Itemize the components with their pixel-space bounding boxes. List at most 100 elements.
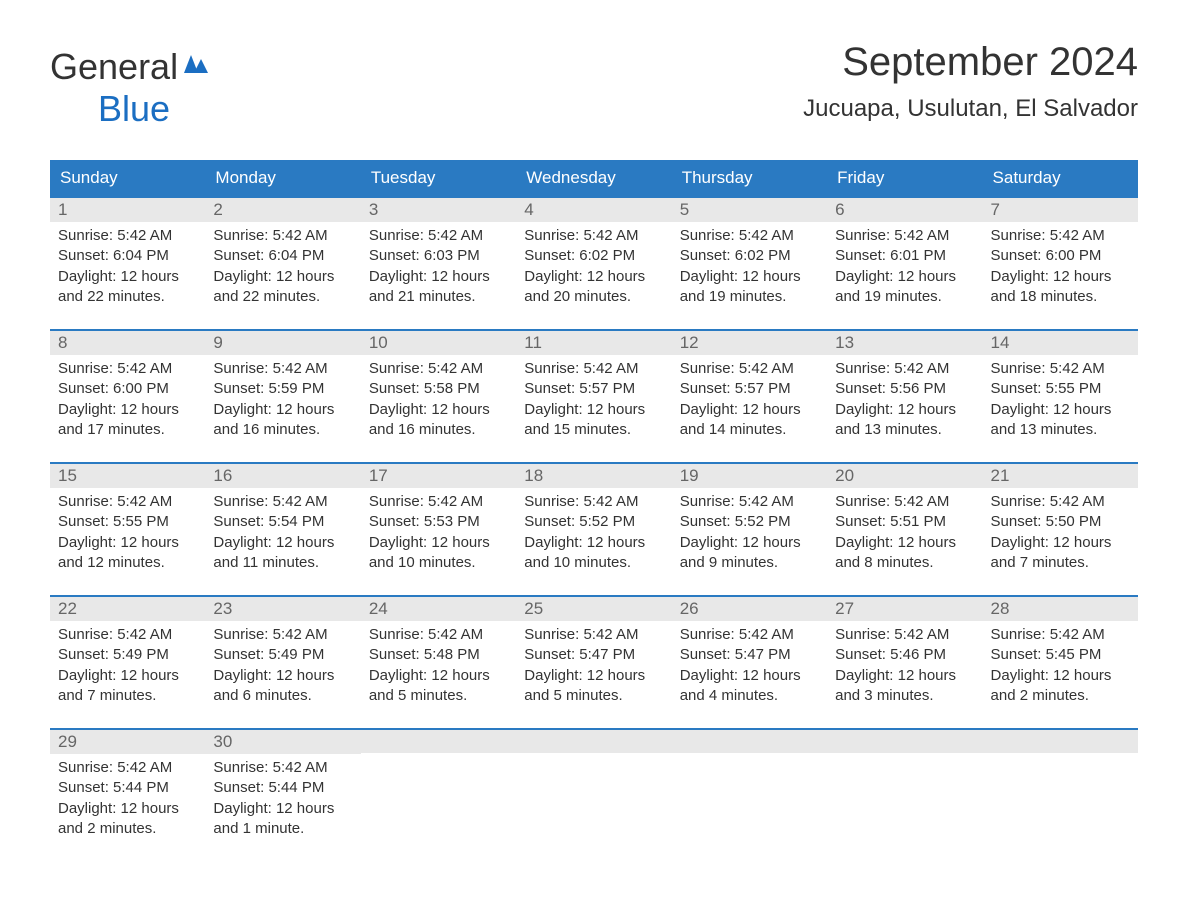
daylight-text-2: and 19 minutes. [835,287,974,307]
sunrise-text: Sunrise: 5:42 AM [835,226,974,246]
day-content: Sunrise: 5:42 AMSunset: 5:58 PMDaylight:… [361,355,516,444]
day-number: 2 [205,198,360,222]
daylight-text-1: Daylight: 12 hours [835,267,974,287]
daylight-text-2: and 7 minutes. [58,686,197,706]
sunrise-text: Sunrise: 5:42 AM [991,226,1130,246]
day-cell [983,730,1138,843]
day-number: 13 [827,331,982,355]
daylight-text-1: Daylight: 12 hours [58,400,197,420]
day-number [516,730,671,753]
daylight-text-1: Daylight: 12 hours [835,400,974,420]
day-cell [361,730,516,843]
daylight-text-2: and 20 minutes. [524,287,663,307]
day-cell: 24Sunrise: 5:42 AMSunset: 5:48 PMDayligh… [361,597,516,710]
daylight-text-2: and 18 minutes. [991,287,1130,307]
day-cell: 15Sunrise: 5:42 AMSunset: 5:55 PMDayligh… [50,464,205,577]
daylight-text-1: Daylight: 12 hours [991,533,1130,553]
sunrise-text: Sunrise: 5:42 AM [369,226,508,246]
day-number: 10 [361,331,516,355]
daylight-text-1: Daylight: 12 hours [369,533,508,553]
logo-general-text: General [50,46,178,87]
daylight-text-1: Daylight: 12 hours [680,267,819,287]
day-number: 14 [983,331,1138,355]
day-number: 28 [983,597,1138,621]
day-content: Sunrise: 5:42 AMSunset: 5:57 PMDaylight:… [672,355,827,444]
daylight-text-1: Daylight: 12 hours [524,666,663,686]
day-cell: 10Sunrise: 5:42 AMSunset: 5:58 PMDayligh… [361,331,516,444]
sunrise-text: Sunrise: 5:42 AM [58,625,197,645]
day-cell: 6Sunrise: 5:42 AMSunset: 6:01 PMDaylight… [827,198,982,311]
week-row: 22Sunrise: 5:42 AMSunset: 5:49 PMDayligh… [50,595,1138,710]
daylight-text-2: and 22 minutes. [58,287,197,307]
daylight-text-2: and 3 minutes. [835,686,974,706]
sunrise-text: Sunrise: 5:42 AM [524,226,663,246]
day-content: Sunrise: 5:42 AMSunset: 5:44 PMDaylight:… [205,754,360,843]
day-number [361,730,516,753]
calendar: Sunday Monday Tuesday Wednesday Thursday… [50,160,1138,843]
title-block: September 2024 Jucuapa, Usulutan, El Sal… [803,40,1138,123]
daylight-text-1: Daylight: 12 hours [680,400,819,420]
week-row: 29Sunrise: 5:42 AMSunset: 5:44 PMDayligh… [50,728,1138,843]
weekday-header: Friday [827,160,982,196]
daylight-text-1: Daylight: 12 hours [991,400,1130,420]
daylight-text-1: Daylight: 12 hours [680,666,819,686]
day-number: 4 [516,198,671,222]
day-content: Sunrise: 5:42 AMSunset: 5:47 PMDaylight:… [516,621,671,710]
daylight-text-1: Daylight: 12 hours [835,533,974,553]
daylight-text-2: and 2 minutes. [991,686,1130,706]
daylight-text-2: and 4 minutes. [680,686,819,706]
sunset-text: Sunset: 5:49 PM [213,645,352,665]
location: Jucuapa, Usulutan, El Salvador [803,95,1138,123]
day-number: 30 [205,730,360,754]
sunrise-text: Sunrise: 5:42 AM [58,492,197,512]
day-content: Sunrise: 5:42 AMSunset: 5:56 PMDaylight:… [827,355,982,444]
day-number: 6 [827,198,982,222]
day-number: 19 [672,464,827,488]
day-number [827,730,982,753]
day-number: 18 [516,464,671,488]
logo-blue-text: Blue [98,88,170,129]
weekday-header: Wednesday [516,160,671,196]
sunset-text: Sunset: 5:55 PM [58,512,197,532]
weekday-header: Sunday [50,160,205,196]
day-number [672,730,827,753]
sunset-text: Sunset: 5:44 PM [58,778,197,798]
day-number: 9 [205,331,360,355]
daylight-text-2: and 16 minutes. [213,420,352,440]
daylight-text-2: and 6 minutes. [213,686,352,706]
daylight-text-1: Daylight: 12 hours [213,799,352,819]
logo: General Blue [50,40,212,130]
day-content: Sunrise: 5:42 AMSunset: 6:04 PMDaylight:… [205,222,360,311]
daylight-text-1: Daylight: 12 hours [369,267,508,287]
daylight-text-1: Daylight: 12 hours [58,533,197,553]
daylight-text-2: and 2 minutes. [58,819,197,839]
weekday-header: Tuesday [361,160,516,196]
day-content: Sunrise: 5:42 AMSunset: 5:57 PMDaylight:… [516,355,671,444]
day-number: 21 [983,464,1138,488]
day-number: 24 [361,597,516,621]
day-content: Sunrise: 5:42 AMSunset: 5:49 PMDaylight:… [50,621,205,710]
day-cell: 17Sunrise: 5:42 AMSunset: 5:53 PMDayligh… [361,464,516,577]
day-cell: 11Sunrise: 5:42 AMSunset: 5:57 PMDayligh… [516,331,671,444]
sunset-text: Sunset: 5:57 PM [680,379,819,399]
daylight-text-2: and 19 minutes. [680,287,819,307]
daylight-text-2: and 11 minutes. [213,553,352,573]
daylight-text-2: and 15 minutes. [524,420,663,440]
day-content: Sunrise: 5:42 AMSunset: 5:44 PMDaylight:… [50,754,205,843]
sunrise-text: Sunrise: 5:42 AM [835,359,974,379]
sunrise-text: Sunrise: 5:42 AM [213,758,352,778]
day-cell: 16Sunrise: 5:42 AMSunset: 5:54 PMDayligh… [205,464,360,577]
sunset-text: Sunset: 5:54 PM [213,512,352,532]
daylight-text-2: and 14 minutes. [680,420,819,440]
daylight-text-1: Daylight: 12 hours [213,267,352,287]
day-cell: 13Sunrise: 5:42 AMSunset: 5:56 PMDayligh… [827,331,982,444]
sunrise-text: Sunrise: 5:42 AM [369,492,508,512]
day-number: 1 [50,198,205,222]
sunset-text: Sunset: 6:00 PM [58,379,197,399]
day-content: Sunrise: 5:42 AMSunset: 5:54 PMDaylight:… [205,488,360,577]
sunset-text: Sunset: 5:49 PM [58,645,197,665]
sunrise-text: Sunrise: 5:42 AM [213,625,352,645]
day-cell: 20Sunrise: 5:42 AMSunset: 5:51 PMDayligh… [827,464,982,577]
day-number: 25 [516,597,671,621]
sunset-text: Sunset: 5:52 PM [524,512,663,532]
